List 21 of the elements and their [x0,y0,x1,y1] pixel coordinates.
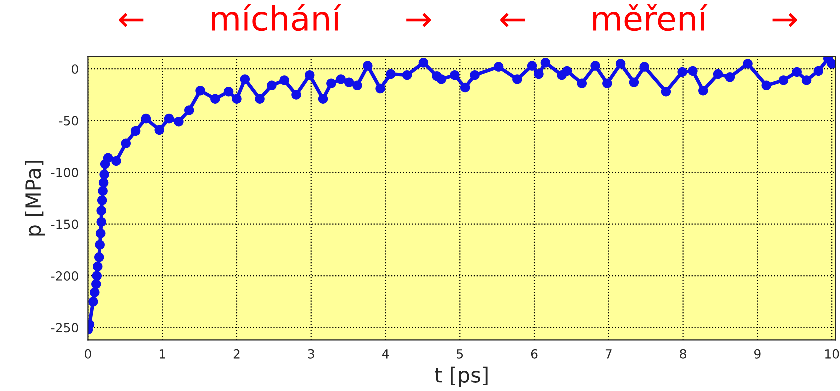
y-axis-title: p [MPa] [25,160,46,236]
x-axis-title: t [ps] [435,366,488,388]
text: ← míchání → [119,4,431,32]
x-tick-label: 6 [531,349,538,359]
x-tick-label: 0 [85,349,92,359]
text: ← měření → [500,4,798,32]
y-tick-label: -50 [59,116,78,126]
x-tick-label: 7 [606,350,612,359]
y-tick-label: 0 [72,64,78,74]
x-tick-label: 4 [382,350,390,359]
y-tick-label: -250 [51,323,78,333]
y-tick-label: -200 [51,272,78,281]
y-tick-label: -150 [51,220,78,230]
y-tick-label: -100 [51,168,78,178]
x-tick-label: 10 [826,349,840,359]
x-tick-label: 2 [234,349,240,359]
x-tick-label: 9 [754,349,761,359]
x-tick-label: 5 [457,350,464,359]
x-tick-label: 3 [308,349,314,359]
x-tick-label: 1 [160,350,166,359]
x-tick-label: 8 [680,349,686,359]
